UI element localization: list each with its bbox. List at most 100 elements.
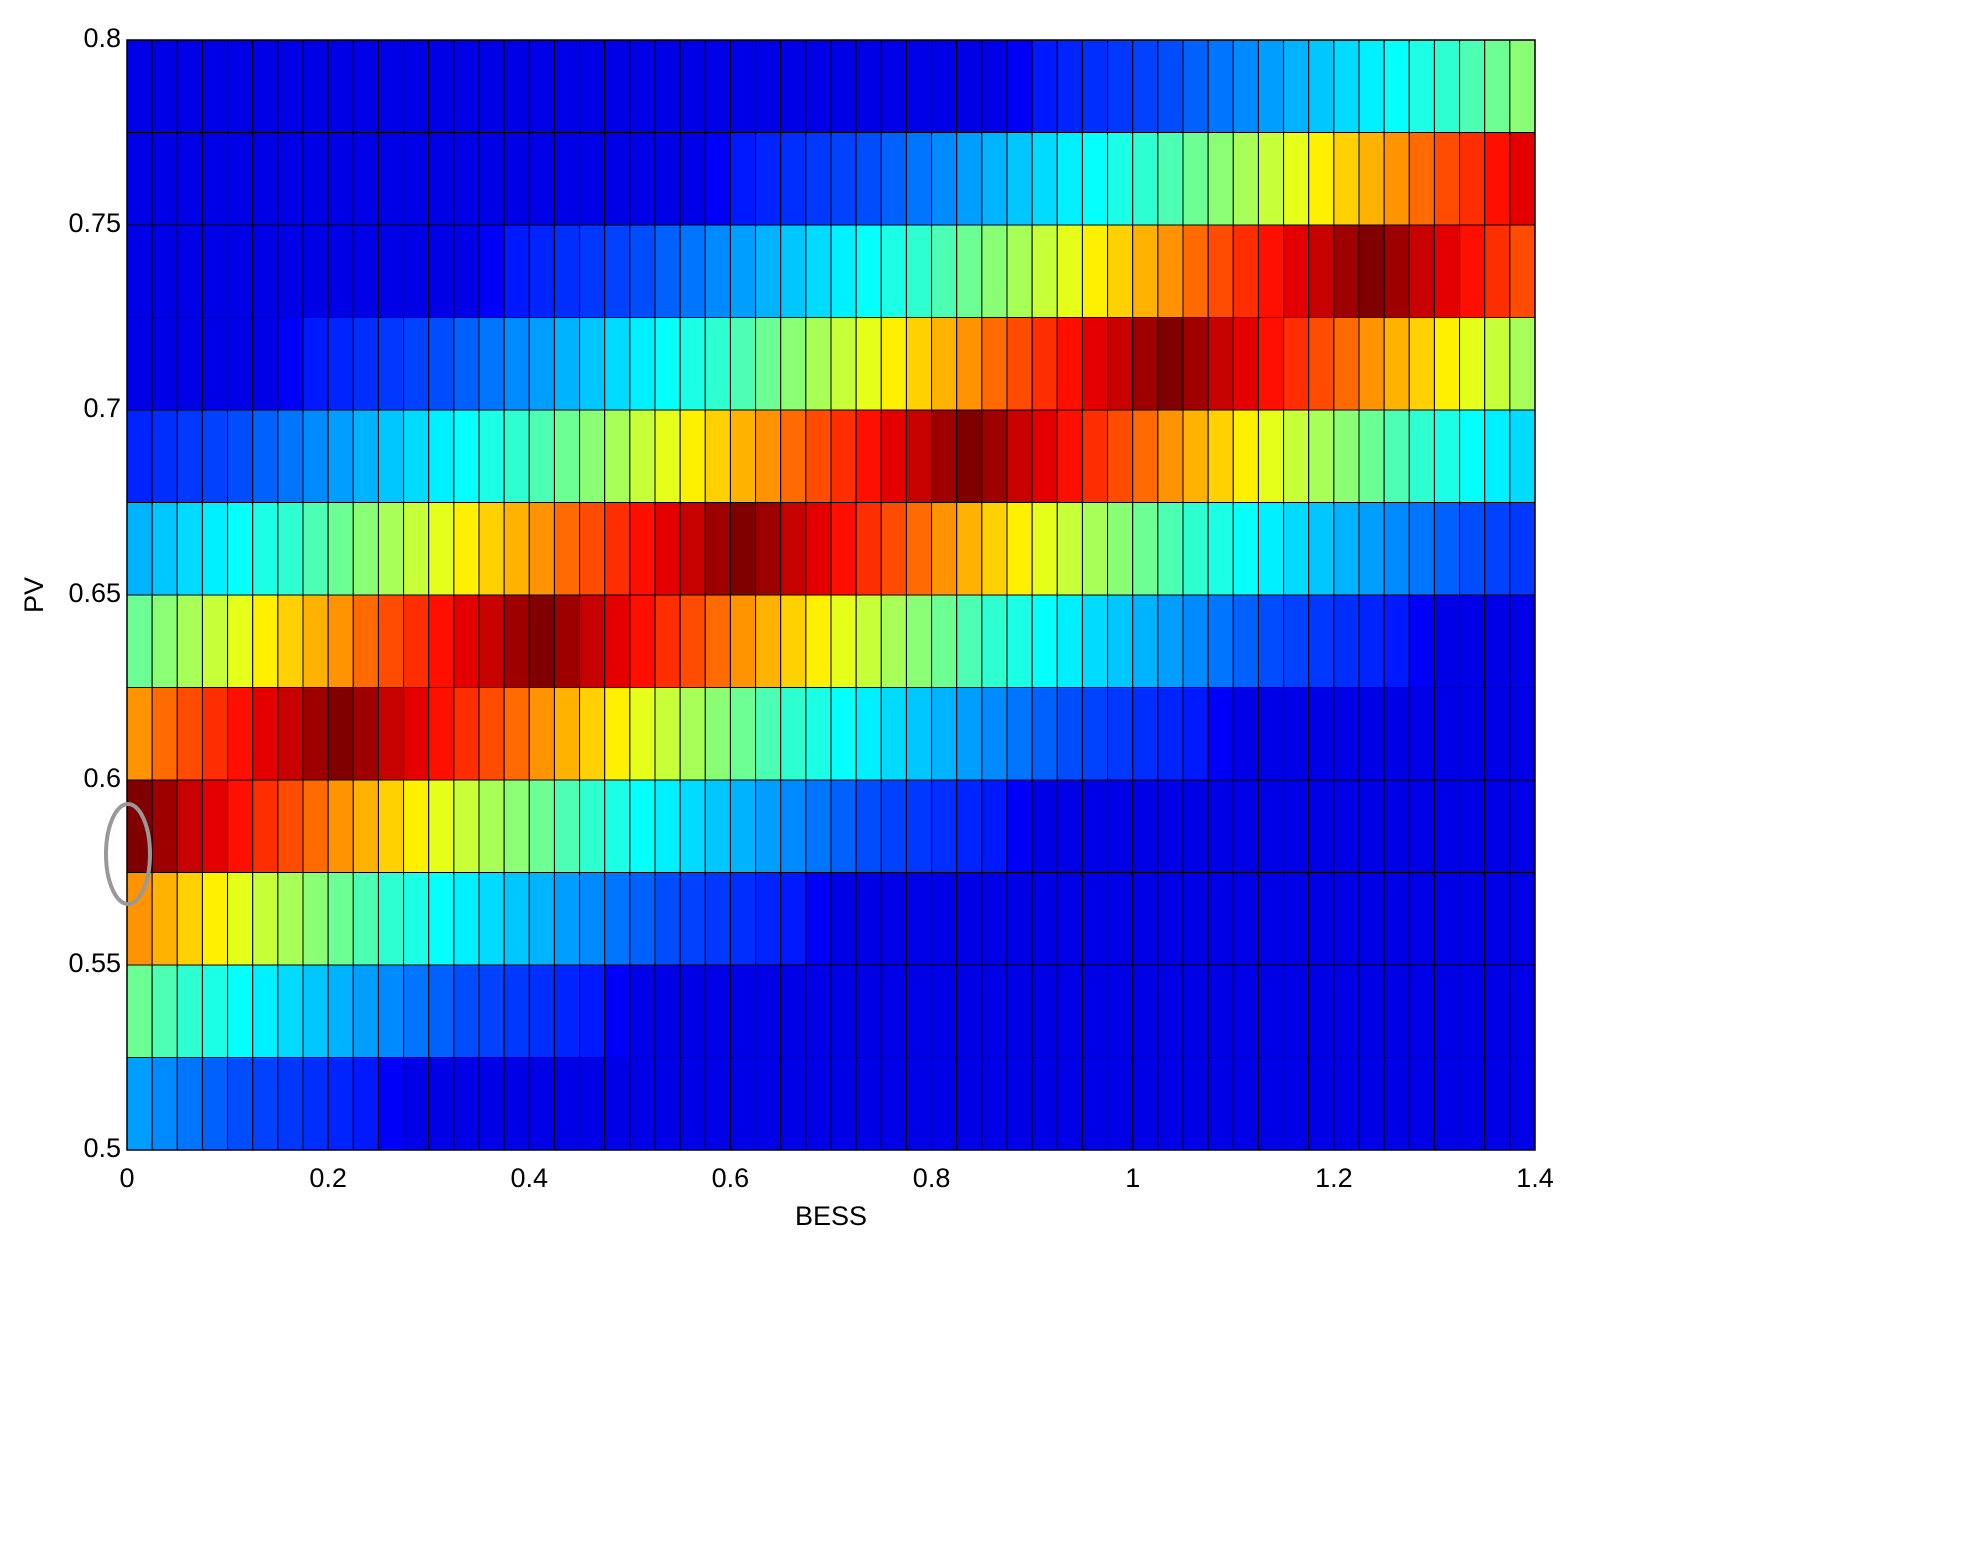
heatmap-cell <box>931 317 958 411</box>
heatmap-cell <box>1509 872 1536 966</box>
heatmap-cell <box>1081 409 1109 503</box>
heatmap-cell <box>956 779 983 873</box>
heatmap-cell <box>579 224 606 318</box>
heatmap-cell <box>1408 1057 1435 1151</box>
heatmap-cell <box>1484 132 1511 226</box>
heatmap-cell <box>252 594 279 688</box>
heatmap-cell <box>1459 317 1486 411</box>
heatmap-cell <box>1232 317 1259 411</box>
heatmap-cell <box>931 779 958 873</box>
heatmap-cell <box>377 39 405 133</box>
heatmap-cell <box>1358 779 1385 873</box>
heatmap-cell <box>1433 224 1461 318</box>
heatmap-cell <box>453 687 480 781</box>
heatmap-cell <box>830 317 857 411</box>
heatmap-cell <box>830 1057 857 1151</box>
heatmap-cell <box>729 687 757 781</box>
heatmap-cell <box>704 409 731 503</box>
heatmap-cell <box>302 594 329 688</box>
heatmap-cell <box>1509 317 1536 411</box>
heatmap-cell <box>755 132 782 226</box>
heatmap-cell <box>1383 409 1410 503</box>
heatmap-cell <box>1056 502 1083 596</box>
heatmap-cell <box>403 224 430 318</box>
heatmap-cell <box>1509 132 1536 226</box>
heatmap-cell <box>981 39 1008 133</box>
heatmap-cell <box>981 409 1008 503</box>
heatmap-cell <box>1081 39 1109 133</box>
heatmap-cell <box>1232 39 1259 133</box>
heatmap-cell <box>126 964 153 1058</box>
heatmap-cell <box>1408 39 1435 133</box>
heatmap-cell <box>1333 502 1360 596</box>
heatmap-cell <box>1358 1057 1385 1151</box>
y-tick-label: 0.8 <box>83 23 121 53</box>
heatmap-cell <box>1132 594 1159 688</box>
heatmap-cell <box>1383 1057 1410 1151</box>
heatmap-cell <box>126 687 153 781</box>
heatmap-cell <box>1132 132 1159 226</box>
heatmap-cell <box>1383 317 1410 411</box>
heatmap-cell <box>252 872 279 966</box>
heatmap-cell <box>1182 1057 1209 1151</box>
heatmap-cell <box>428 409 455 503</box>
heatmap-cell <box>1257 409 1285 503</box>
heatmap-cell <box>377 317 405 411</box>
heatmap-cell <box>679 317 706 411</box>
heatmap-cell <box>327 409 354 503</box>
heatmap-cell <box>1358 687 1385 781</box>
heatmap-cell <box>528 872 555 966</box>
heatmap-cell <box>1333 409 1360 503</box>
heatmap-cell <box>553 872 581 966</box>
heatmap-cell <box>704 132 731 226</box>
heatmap-cell <box>704 1057 731 1151</box>
heatmap-cell <box>1308 132 1335 226</box>
heatmap-cell <box>1006 687 1033 781</box>
heatmap-cell <box>1509 964 1536 1058</box>
heatmap-cell <box>227 409 254 503</box>
heatmap-cell <box>1232 502 1259 596</box>
heatmap-cell <box>931 132 958 226</box>
heatmap-cell <box>780 964 807 1058</box>
heatmap-cell <box>629 687 656 781</box>
heatmap-cell <box>201 687 229 781</box>
heatmap-cell <box>1031 39 1058 133</box>
heatmap-cell <box>176 872 203 966</box>
heatmap-cell <box>1056 594 1083 688</box>
heatmap-cell <box>956 224 983 318</box>
heatmap-cell <box>151 317 178 411</box>
heatmap-cell <box>1459 502 1486 596</box>
heatmap-cell <box>931 594 958 688</box>
heatmap-cell <box>377 1057 405 1151</box>
heatmap-cell <box>1358 502 1385 596</box>
heatmap-cell <box>1257 594 1285 688</box>
heatmap-cell <box>528 409 555 503</box>
heatmap-cell <box>931 687 958 781</box>
heatmap-cell <box>151 964 178 1058</box>
heatmap-cell <box>252 964 279 1058</box>
heatmap-cell <box>1433 687 1461 781</box>
heatmap-cell <box>453 39 480 133</box>
heatmap-cell <box>780 779 807 873</box>
heatmap-cell <box>704 224 731 318</box>
heatmap-cell <box>428 687 455 781</box>
heatmap-cell <box>805 872 832 966</box>
heatmap-cell <box>1484 224 1511 318</box>
heatmap-cell <box>604 779 631 873</box>
heatmap-cell <box>352 409 379 503</box>
heatmap-cell <box>855 39 882 133</box>
heatmap-cell <box>1157 317 1184 411</box>
heatmap-cell <box>302 317 329 411</box>
heatmap-cell <box>553 132 581 226</box>
heatmap-cell <box>553 317 581 411</box>
heatmap-cell <box>629 1057 656 1151</box>
heatmap-cell <box>201 224 229 318</box>
heatmap-cell <box>1333 687 1360 781</box>
x-tick-label: 1.2 <box>1315 1163 1353 1193</box>
heatmap-cell <box>1283 132 1310 226</box>
heatmap-cell <box>654 872 681 966</box>
heatmap-cell <box>528 132 555 226</box>
heatmap-cell <box>327 224 354 318</box>
heatmap-cell <box>302 687 329 781</box>
